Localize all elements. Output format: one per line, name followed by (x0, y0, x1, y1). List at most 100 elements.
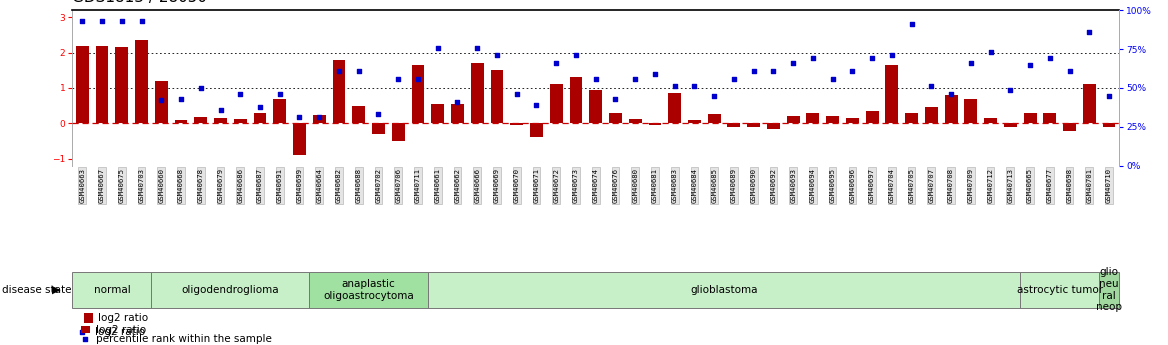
Point (566, 52, 585, 58)
Point (1100, 93, 1119, 99)
Text: anaplastic
oligoastrocytoma: anaplastic oligoastrocytoma (324, 279, 413, 300)
Point (429, 45, 447, 50)
Bar (1083, 85, 1096, 123)
Text: astrocytic tumor: astrocytic tumor (1016, 285, 1103, 295)
Text: GSM40662: GSM40662 (454, 168, 460, 203)
Text: GSM40682: GSM40682 (336, 168, 342, 203)
Point (941, 91, 960, 97)
Bar (310, 272, 427, 308)
Bar (648, 123, 661, 125)
Text: GSM40663: GSM40663 (79, 168, 85, 203)
Text: normal: normal (93, 285, 131, 295)
Bar (570, 77, 583, 123)
Text: GSM40670: GSM40670 (514, 168, 520, 203)
Point (468, 45, 487, 50)
Bar (313, 116, 326, 123)
Bar (985, 118, 997, 123)
Point (329, 68, 348, 74)
Point (389, 76, 408, 81)
Text: GSM40698: GSM40698 (1066, 168, 1072, 203)
Point (449, 99, 467, 105)
Text: GSM40689: GSM40689 (731, 168, 737, 203)
Text: GSM40686: GSM40686 (237, 168, 243, 203)
Point (72, 329, 91, 334)
Bar (550, 85, 563, 123)
Point (744, 68, 763, 74)
Point (626, 76, 645, 81)
Text: GSM40703: GSM40703 (139, 168, 145, 203)
Point (192, 85, 210, 91)
Point (172, 96, 190, 101)
Bar (885, 65, 898, 123)
Point (132, 19, 151, 24)
Bar (925, 107, 938, 123)
Text: GSM40697: GSM40697 (869, 168, 875, 203)
Text: glio
neu
ral
neop: glio neu ral neop (1096, 267, 1122, 312)
Point (804, 56, 822, 61)
Text: GSM40691: GSM40691 (277, 168, 283, 203)
Text: GSM40692: GSM40692 (771, 168, 777, 203)
Text: GSM40683: GSM40683 (672, 168, 677, 203)
Point (1061, 68, 1079, 74)
Bar (253, 113, 266, 123)
Point (823, 76, 842, 81)
Bar (1043, 114, 1056, 123)
Point (369, 112, 388, 117)
Bar (214, 118, 227, 123)
Bar (293, 123, 306, 155)
Bar (609, 113, 621, 123)
Text: GSM40674: GSM40674 (592, 168, 599, 203)
Text: GSM40684: GSM40684 (691, 168, 697, 203)
Text: GSM40711: GSM40711 (415, 168, 420, 203)
Bar (431, 104, 444, 123)
Text: GSM40706: GSM40706 (395, 168, 402, 203)
Bar (590, 90, 602, 123)
Text: GSM40709: GSM40709 (968, 168, 974, 203)
Bar (806, 113, 819, 123)
Point (784, 60, 802, 66)
Bar (373, 123, 385, 134)
Point (507, 91, 526, 97)
Text: GSM40673: GSM40673 (573, 168, 579, 203)
Text: GSM40712: GSM40712 (988, 168, 994, 203)
Point (922, 84, 940, 89)
Bar (1103, 123, 1115, 127)
Point (112, 19, 131, 24)
Text: GSM40681: GSM40681 (652, 168, 658, 203)
Point (883, 52, 902, 58)
Text: GSM40665: GSM40665 (1027, 168, 1033, 203)
Text: GSM40704: GSM40704 (889, 168, 895, 203)
Point (646, 71, 665, 77)
Point (527, 102, 545, 108)
Text: oligodendroglioma: oligodendroglioma (181, 285, 279, 295)
Text: GSM40701: GSM40701 (1086, 168, 1092, 203)
Text: GSM40687: GSM40687 (257, 168, 263, 203)
Bar (1023, 113, 1036, 123)
Point (290, 115, 308, 120)
Point (1021, 62, 1040, 68)
Point (764, 68, 783, 74)
Bar (81, 326, 90, 333)
Point (1001, 87, 1020, 92)
Text: GSM40666: GSM40666 (474, 168, 480, 203)
Point (704, 93, 723, 99)
Bar (708, 115, 721, 123)
Bar (748, 123, 760, 127)
Bar (905, 113, 918, 123)
Bar (411, 65, 424, 123)
Text: GSM40707: GSM40707 (929, 168, 934, 203)
Point (231, 91, 250, 97)
Text: glioblastoma: glioblastoma (690, 285, 758, 295)
Point (251, 104, 270, 109)
Bar (826, 116, 839, 123)
Bar (96, 46, 109, 123)
Bar (353, 106, 366, 123)
Point (310, 115, 328, 120)
Text: percentile rank within the sample: percentile rank within the sample (96, 334, 271, 344)
Text: GSM40676: GSM40676 (612, 168, 618, 203)
Text: GSM40675: GSM40675 (119, 168, 125, 203)
Bar (174, 120, 187, 123)
Bar (234, 119, 246, 123)
Point (547, 60, 565, 66)
Text: GSM40678: GSM40678 (197, 168, 203, 203)
